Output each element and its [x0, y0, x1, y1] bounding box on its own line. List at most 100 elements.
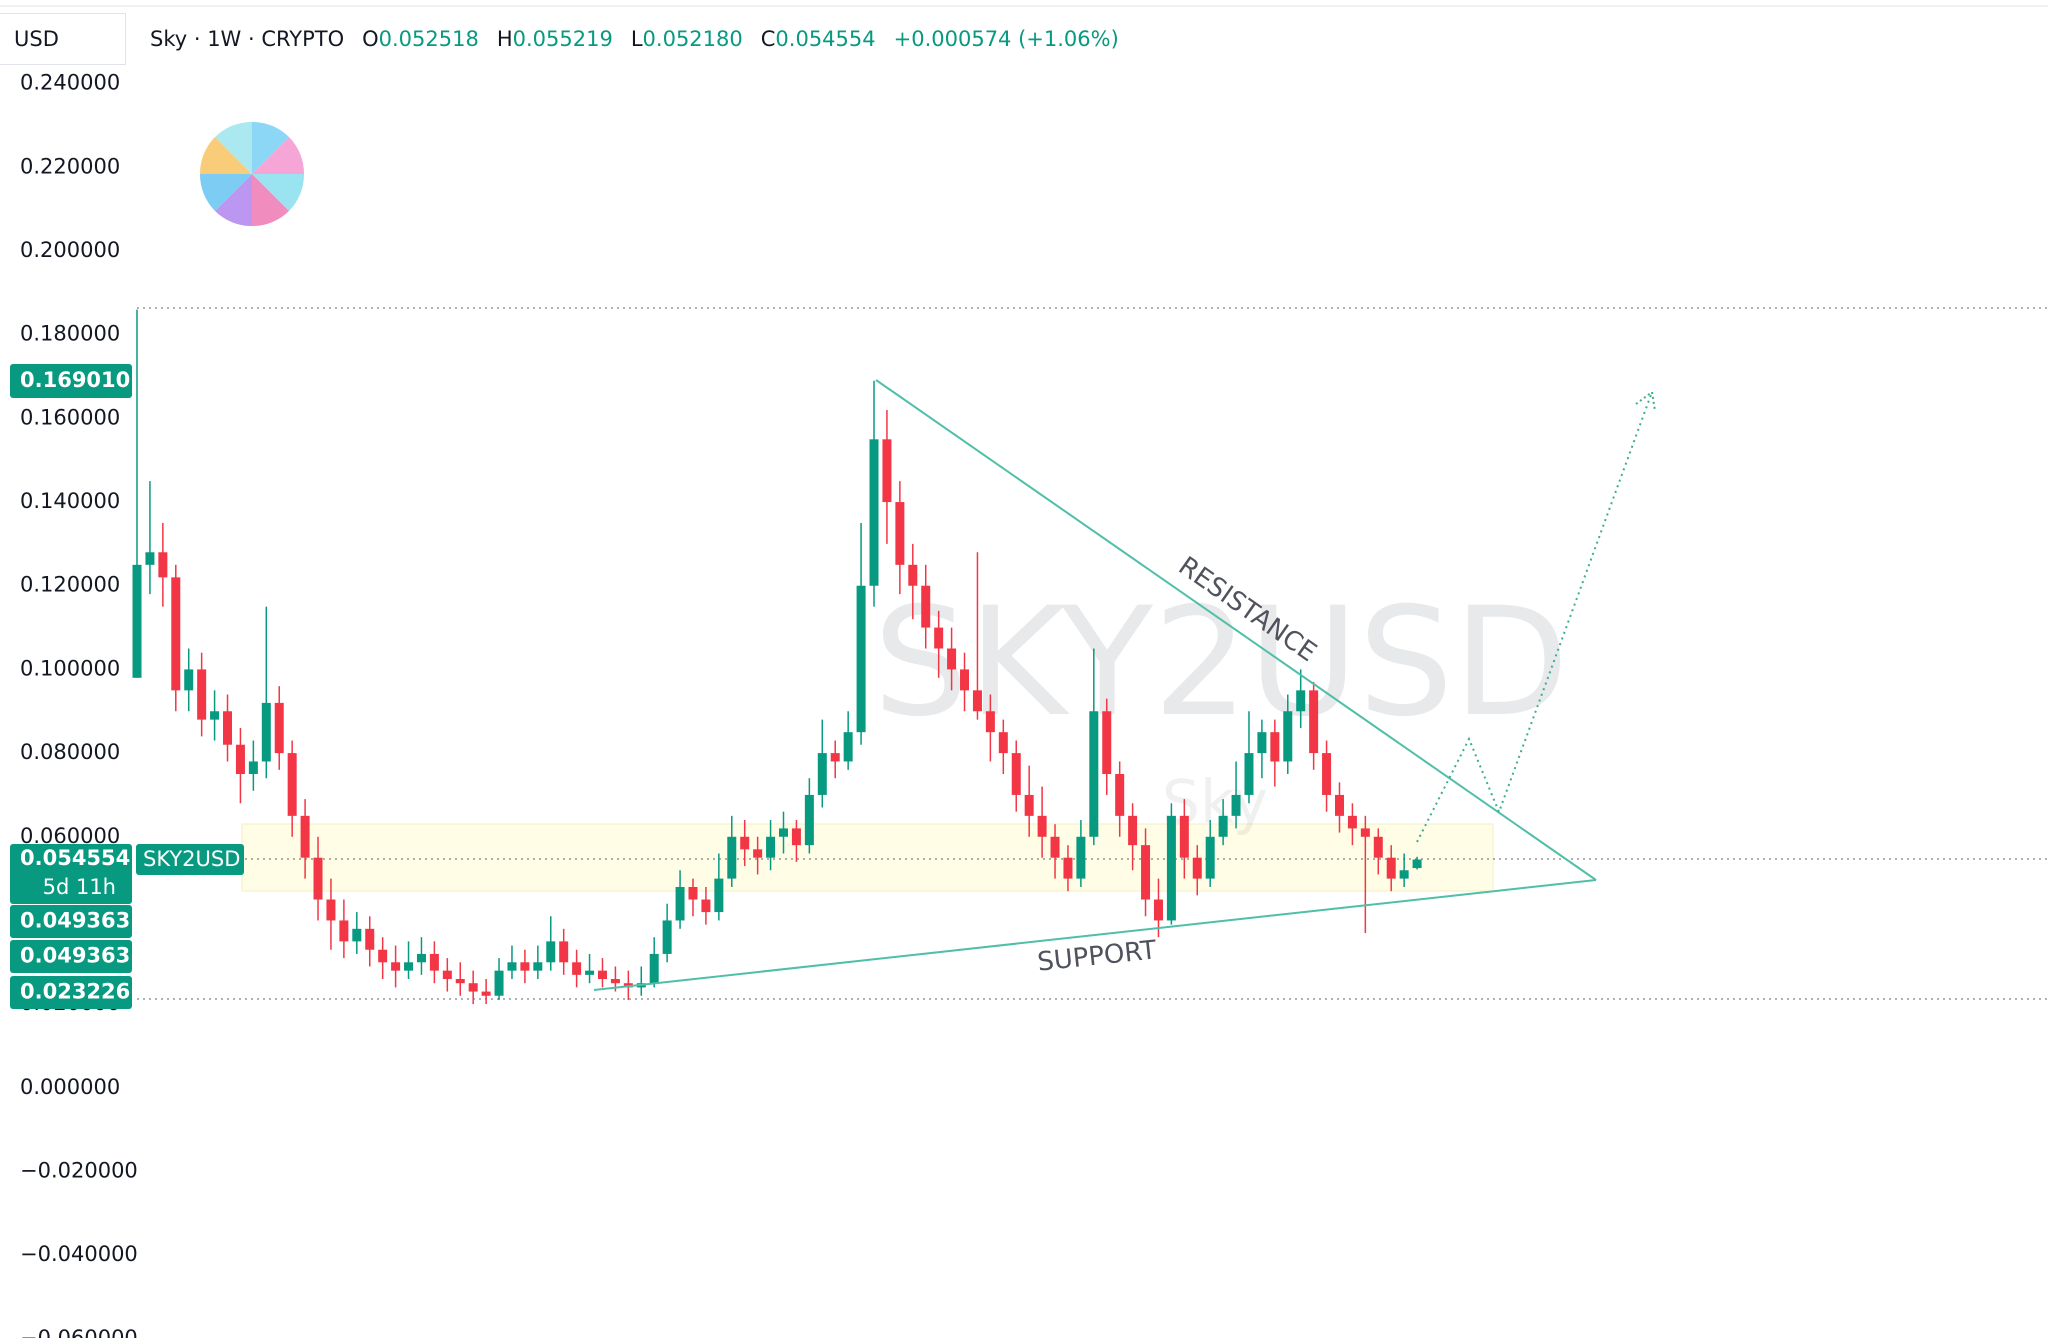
- candle-body: [158, 552, 168, 578]
- candle-body: [921, 585, 931, 628]
- candle-body: [610, 979, 620, 984]
- badge-high: 0.169010: [20, 368, 130, 392]
- candle-body: [494, 970, 504, 996]
- candle-body: [1141, 845, 1151, 900]
- candle-body: [1089, 711, 1099, 837]
- candle-body: [1360, 828, 1370, 837]
- candle-body: [1386, 857, 1396, 879]
- candle-body: [1063, 857, 1073, 879]
- candle-body: [429, 953, 439, 971]
- candle-body: [210, 711, 220, 720]
- candle-body: [171, 577, 181, 691]
- candle-body: [856, 585, 866, 733]
- candle-body: [1322, 753, 1332, 795]
- y-tick-label: 0.100000: [20, 656, 120, 680]
- y-tick-label: 0.240000: [20, 71, 120, 95]
- support-label: SUPPORT: [1036, 935, 1158, 977]
- price-axis: −0.060000−0.040000−0.0200000.0000000.020…: [20, 71, 138, 1338]
- candle-body: [520, 962, 530, 971]
- plot: [132, 309, 1422, 1005]
- candle-body: [223, 711, 233, 745]
- candle-body: [365, 928, 375, 950]
- candle-body: [1115, 774, 1125, 816]
- ohlc-item: L0.052180: [631, 27, 743, 51]
- y-tick-label: 0.120000: [20, 573, 120, 597]
- candle-body: [972, 690, 982, 712]
- candle-body: [248, 761, 258, 775]
- ohlc-key: C: [760, 27, 776, 51]
- candle-body: [1011, 753, 1021, 795]
- ohlc-key: O: [362, 27, 379, 51]
- candle-body: [404, 962, 414, 971]
- consolidation-zone: [241, 823, 1494, 892]
- candle-body: [197, 669, 207, 720]
- candle-body: [1334, 794, 1344, 816]
- candle-body: [753, 849, 763, 858]
- candle-body: [882, 439, 892, 503]
- candle-body: [1283, 711, 1293, 762]
- candle-body: [1050, 836, 1060, 858]
- candle-body: [1231, 794, 1241, 816]
- candle-body: [274, 702, 284, 754]
- y-tick-label: 0.200000: [20, 238, 120, 262]
- ohlc-item: O0.052518: [362, 27, 479, 51]
- candle-body: [235, 744, 245, 775]
- y-tick-label: 0.060000: [20, 824, 120, 848]
- candle-body: [843, 732, 853, 762]
- countdown: 5d 11h: [43, 875, 116, 899]
- y-tick-label: 0.180000: [20, 322, 120, 346]
- candle-body: [1192, 857, 1202, 879]
- y-tick-label: 0.080000: [20, 740, 120, 764]
- candle-body: [287, 753, 297, 816]
- candle-body: [1347, 815, 1357, 829]
- badge-level: 0.049363: [20, 944, 130, 968]
- candle-body: [740, 836, 750, 850]
- candle-body: [184, 669, 194, 691]
- y-tick-label: 0.160000: [20, 405, 120, 429]
- candle-body: [1037, 815, 1047, 837]
- badge-level: 0.049363: [20, 909, 130, 933]
- candle-body: [352, 928, 362, 942]
- candle-body: [442, 970, 452, 980]
- candle-body: [830, 753, 840, 762]
- y-tick-label: 0.220000: [20, 154, 120, 178]
- y-tick-label: 0.000000: [20, 1075, 120, 1099]
- candle-body: [339, 920, 349, 942]
- candle-body: [998, 732, 1008, 754]
- ohlc-item: C0.054554: [761, 27, 876, 51]
- candle-body: [1296, 690, 1306, 712]
- candle-body: [313, 857, 323, 900]
- badge-level-bg: [10, 940, 132, 973]
- badge-last: 0.054554: [20, 846, 130, 870]
- candle-body: [1373, 836, 1383, 858]
- symbol-badge: SKY2USD: [143, 847, 240, 871]
- candle-body: [895, 502, 905, 565]
- candle-body: [300, 815, 310, 858]
- ohlc-key: L: [630, 27, 643, 51]
- y-tick-label: 0.140000: [20, 489, 120, 513]
- ohlc-item: H0.055219: [497, 27, 613, 51]
- candle-body: [1166, 815, 1176, 921]
- candle-body: [1128, 815, 1138, 846]
- y-tick-label: −0.040000: [20, 1242, 138, 1266]
- candle-body: [1205, 836, 1215, 879]
- badge-high-bg: [10, 364, 132, 398]
- currency-box[interactable]: USD: [0, 13, 126, 65]
- candle-body: [1270, 732, 1280, 762]
- candle-body: [714, 878, 724, 913]
- candle-body: [1309, 690, 1319, 754]
- ohlc-value: 0.054554: [775, 27, 876, 51]
- candle-body: [326, 899, 336, 921]
- candle-body: [1412, 859, 1422, 869]
- candle-body: [572, 962, 582, 975]
- candle-body: [391, 962, 401, 971]
- candle-body: [908, 564, 918, 586]
- candle-body: [468, 983, 478, 992]
- candle-body: [701, 899, 711, 913]
- ohlc-value: 0.055219: [512, 27, 613, 51]
- candle-body: [662, 920, 672, 954]
- candle-body: [533, 962, 543, 971]
- candle-body: [597, 970, 607, 980]
